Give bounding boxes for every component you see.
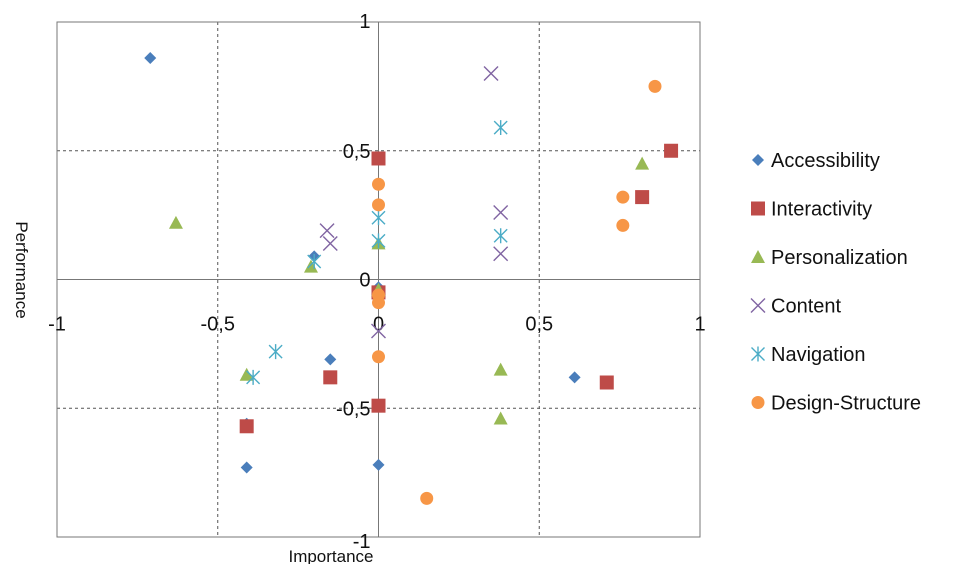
legend-marker-personalization (751, 250, 765, 263)
y-tick-label: -1 (353, 531, 371, 553)
design-structure-point (372, 350, 385, 364)
interactivity-point (371, 398, 386, 413)
series-personalization (168, 156, 650, 425)
x-tick-label: 0 (373, 314, 384, 336)
y-tick-label: 0,5 (343, 141, 371, 163)
series-interactivity (239, 143, 679, 434)
accessibility-point (372, 458, 385, 471)
personalization-point (168, 215, 183, 229)
content-point (483, 66, 499, 81)
data-points (144, 52, 679, 505)
gridlines (57, 22, 700, 537)
navigation-point (246, 369, 261, 385)
design-structure-point (372, 296, 385, 310)
x-axis-title: Importance (288, 547, 373, 564)
design-structure-point (616, 190, 630, 204)
y-axis-title: Performance (12, 221, 31, 318)
legend-label-accessibility: Accessibility (771, 150, 880, 172)
personalization-point (239, 367, 254, 381)
accessibility-point (144, 52, 157, 65)
x-tick-label: 0,5 (525, 314, 553, 336)
interactivity-point (323, 370, 338, 385)
content-point (371, 323, 386, 339)
navigation-point (493, 228, 508, 244)
design-structure-point (372, 198, 385, 212)
interactivity-point (371, 151, 386, 166)
x-tick-label: -1 (48, 314, 66, 336)
navigation-point (371, 210, 386, 226)
legend-marker-accessibility (752, 154, 764, 166)
legend-label-design-structure: Design-Structure (771, 393, 921, 415)
design-structure-point (372, 177, 385, 191)
y-tick-label: 1 (359, 11, 370, 33)
series-design-structure (372, 79, 662, 505)
legend-marker-interactivity (751, 201, 765, 216)
accessibility-point (324, 353, 337, 366)
tick-labels: -1 -0,5 0 0,5 1 -1 -0,5 0 0,5 1 (48, 11, 705, 553)
legend-marker-navigation (751, 346, 765, 362)
navigation-point (307, 254, 322, 269)
legend-marker-content (750, 298, 766, 313)
navigation-point (493, 120, 508, 136)
design-structure-point (420, 491, 434, 505)
content-point (493, 205, 509, 221)
personalization-point (493, 411, 508, 425)
legend: Accessibility Interactivity Personalizatio… (750, 150, 921, 415)
accessibility-point (568, 371, 581, 384)
navigation-point (268, 344, 283, 360)
content-point (322, 235, 338, 251)
personalization-point (303, 259, 318, 273)
interactivity-point (239, 419, 254, 434)
x-tick-label: -0,5 (201, 314, 235, 336)
accessibility-point (240, 461, 253, 474)
design-structure-point (648, 79, 662, 93)
personalization-point (635, 156, 650, 170)
interactivity-point (664, 143, 679, 158)
design-structure-point (616, 218, 630, 232)
content-point (319, 223, 335, 239)
interactivity-point (635, 190, 650, 205)
legend-label-navigation: Navigation (771, 344, 866, 366)
legend-label-interactivity: Interactivity (771, 199, 872, 221)
series-content (319, 66, 509, 339)
series-navigation (246, 120, 508, 385)
axes (57, 22, 700, 537)
x-tick-label: 1 (694, 314, 705, 336)
legend-marker-design-structure (751, 396, 765, 409)
personalization-point (493, 362, 508, 376)
content-point (493, 246, 509, 262)
interactivity-point (599, 375, 614, 390)
y-tick-label: -0,5 (336, 398, 370, 420)
y-tick-label: 0 (359, 270, 370, 292)
navigation-point (371, 233, 386, 249)
legend-label-content: Content (771, 296, 841, 318)
legend-label-personalization: Personalization (771, 247, 908, 269)
